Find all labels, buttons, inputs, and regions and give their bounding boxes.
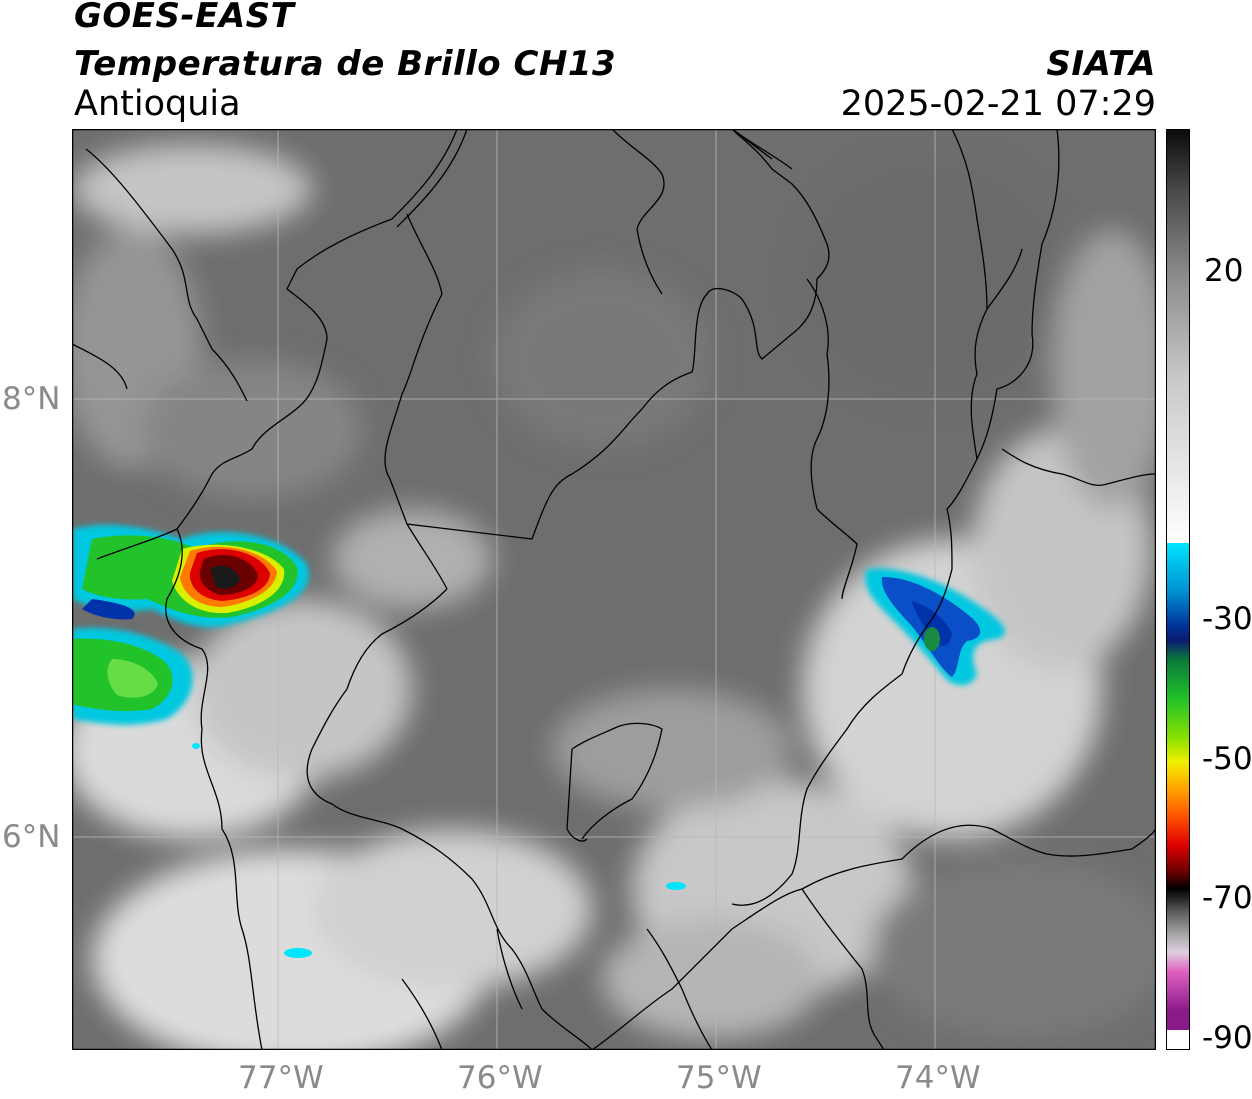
lat-tick-8n: 8°N <box>2 381 61 417</box>
datetime-label: 2025-02-21 07:29 <box>840 84 1156 124</box>
lon-tick-75w: 75°W <box>676 1060 762 1096</box>
map-frame <box>72 129 1156 1050</box>
small-cell-dot <box>192 743 200 749</box>
storm-cell-magdalena <box>865 568 1006 686</box>
administrative-boundaries <box>72 129 1156 1050</box>
lat-tick-6n: 6°N <box>2 819 61 855</box>
cloud-texture <box>72 144 1156 1050</box>
region-label: Antioquia <box>74 84 241 124</box>
convective-core-uraba <box>72 524 310 725</box>
colorbar-tick-neg90: -90 <box>1202 1020 1252 1056</box>
colorbar-tick-neg70: -70 <box>1202 880 1252 916</box>
satellite-title: GOES-EAST <box>74 0 295 36</box>
temperature-colorbar <box>1166 129 1190 1050</box>
colorbar-tick-20: 20 <box>1204 253 1244 289</box>
lon-tick-74w: 74°W <box>895 1060 981 1096</box>
lon-tick-76w: 76°W <box>457 1060 543 1096</box>
colorbar-tick-neg50: -50 <box>1202 741 1252 777</box>
small-cell-choco <box>284 948 312 958</box>
brightness-temperature-map <box>72 129 1156 1050</box>
agency-label: SIATA <box>1046 44 1156 84</box>
lon-tick-77w: 77°W <box>238 1060 324 1096</box>
small-cell-center <box>666 882 686 890</box>
product-title: Temperatura de Brillo CH13 <box>74 44 617 84</box>
colorbar-tick-neg30: -30 <box>1202 601 1252 637</box>
